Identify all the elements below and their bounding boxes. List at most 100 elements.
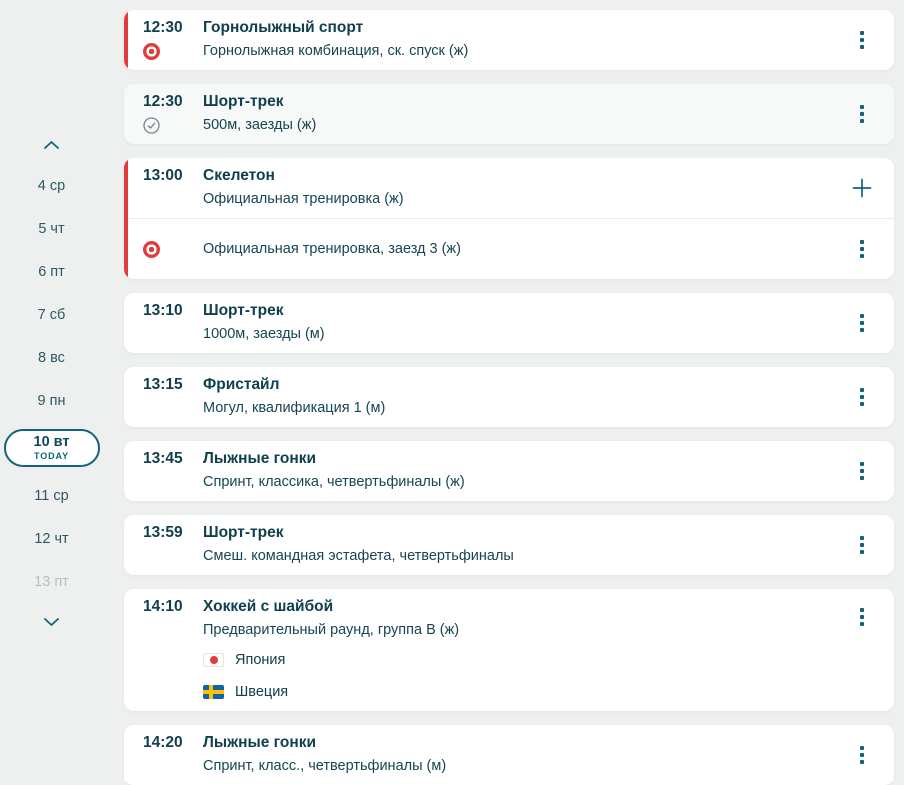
kebab-menu-icon <box>860 311 864 335</box>
event-menu-button[interactable] <box>856 455 868 487</box>
kebab-menu-icon <box>860 385 864 409</box>
event-menu-button[interactable] <box>856 381 868 413</box>
event-card[interactable]: 13:15 Фристайл Могул, квалификация 1 (м) <box>124 367 894 427</box>
team-row: Япония <box>203 650 850 670</box>
day-slot: 8 вс <box>0 336 103 379</box>
card-divider <box>124 218 894 219</box>
event-time: 14:20 <box>143 734 183 751</box>
team-row: Швеция <box>203 682 850 702</box>
day-slot: 11 ср <box>0 474 103 517</box>
day-slot: 4 ср <box>0 164 103 207</box>
live-icon <box>143 43 160 60</box>
event-menu-button[interactable] <box>856 98 868 130</box>
chevron-up-icon <box>44 141 59 149</box>
event-menu-button[interactable] <box>856 233 868 265</box>
event-add-button[interactable] <box>847 173 877 203</box>
event-title: Лыжные гонки <box>203 734 316 751</box>
sidebar-day[interactable]: 11 ср <box>34 487 69 504</box>
next-card-peek[interactable] <box>124 776 894 781</box>
event-content: Горнолыжный спорт Горнолыжная комбинация… <box>203 18 850 61</box>
day-slot: 6 пт <box>0 250 103 293</box>
event-title: Хоккей с шайбой <box>203 598 334 615</box>
sidebar-day[interactable]: 8 вс <box>38 349 65 366</box>
event-card[interactable]: 12:30 Горнолыжный спорт Горнолыжная комб… <box>124 10 894 70</box>
today-date-label: 10 вт <box>33 434 70 450</box>
event-time: 12:30 <box>143 19 183 36</box>
event-content: Шорт-трек 500м, заезды (ж) <box>203 92 850 135</box>
event-subtitle: 1000м, заезды (м) <box>203 326 325 342</box>
event-time-col: 13:00 <box>143 166 203 186</box>
sidebar-day[interactable]: 5 чт <box>38 220 65 237</box>
flag-japan-icon <box>203 653 224 667</box>
event-menu-button[interactable] <box>856 739 868 771</box>
sidebar-day[interactable]: 13 пт <box>34 573 69 590</box>
day-slot: 13 пт <box>0 560 103 603</box>
done-check-icon <box>143 117 160 134</box>
event-main-row: 13:45 Лыжные гонки Спринт, классика, чет… <box>124 441 894 501</box>
event-content: Фристайл Могул, квалификация 1 (м) <box>203 375 850 418</box>
sidebar-day-today[interactable]: 10 вт TODAY <box>3 429 100 467</box>
event-time-col: 12:30 <box>143 92 203 134</box>
event-title: Шорт-трек <box>203 524 284 541</box>
team-name: Япония <box>235 652 286 668</box>
event-subtitle: Спринт, класс., четвертьфиналы (м) <box>203 758 447 774</box>
event-card[interactable]: 12:30 Шорт-трек 500м, заезды (ж) <box>124 84 894 144</box>
event-menu-button[interactable] <box>856 601 868 633</box>
event-time: 13:59 <box>143 524 183 541</box>
event-time-col: 12:30 <box>143 18 203 60</box>
event-content: Хоккей с шайбой Предварительный раунд, г… <box>203 597 850 702</box>
event-main-row: 12:30 Горнолыжный спорт Горнолыжная комб… <box>124 10 894 70</box>
event-time-col: 14:20 <box>143 733 203 753</box>
today-badge: TODAY <box>33 451 69 461</box>
event-main-row: 13:10 Шорт-трек 1000м, заезды (м) <box>124 293 894 353</box>
event-time: 13:00 <box>143 167 183 184</box>
event-title: Шорт-трек <box>203 302 284 319</box>
sidebar-day[interactable]: 6 пт <box>38 263 65 280</box>
event-title: Лыжные гонки <box>203 450 316 467</box>
event-time: 13:15 <box>143 376 183 393</box>
event-content: Лыжные гонки Спринт, класс., четвертьфин… <box>203 733 850 776</box>
day-slot: 7 сб <box>0 293 103 336</box>
event-subtitle: Спринт, классика, четвертьфиналы (ж) <box>203 474 465 490</box>
event-content: Скелетон Официальная тренировка (ж) <box>203 166 850 209</box>
scroll-up-button[interactable] <box>37 138 66 152</box>
event-card[interactable]: 14:20 Лыжные гонки Спринт, класс., четве… <box>124 725 894 785</box>
event-main-row: 13:00 Скелетон Официальная тренировка (ж… <box>124 158 894 218</box>
event-card[interactable]: 13:00 Скелетон Официальная тренировка (ж… <box>124 158 894 279</box>
kebab-menu-icon <box>860 533 864 557</box>
event-subtitle: Горнолыжная комбинация, ск. спуск (ж) <box>203 43 469 59</box>
event-time: 13:45 <box>143 450 183 467</box>
sidebar-day[interactable]: 9 пн <box>37 392 66 409</box>
team-name: Швеция <box>235 684 289 700</box>
event-card[interactable]: 14:10 Хоккей с шайбой Предварительный ра… <box>124 589 894 711</box>
event-content: Шорт-трек Смеш. командная эстафета, четв… <box>203 523 850 566</box>
event-menu-button[interactable] <box>856 24 868 56</box>
day-slot: 9 пн <box>0 379 103 422</box>
chevron-down-icon <box>44 618 59 626</box>
sidebar-day[interactable]: 7 сб <box>37 306 66 323</box>
event-menu-button[interactable] <box>856 307 868 339</box>
event-menu-button[interactable] <box>856 529 868 561</box>
day-slot: 5 чт <box>0 207 103 250</box>
event-main-row: 12:30 Шорт-трек 500м, заезды (ж) <box>124 84 894 144</box>
event-card[interactable]: 13:59 Шорт-трек Смеш. командная эстафета… <box>124 515 894 575</box>
flag-sweden-icon <box>203 685 224 699</box>
event-subrow: Официальная тренировка, заезд 3 (ж) <box>124 219 894 279</box>
event-card[interactable]: 13:10 Шорт-трек 1000м, заезды (м) <box>124 293 894 353</box>
scroll-down-button[interactable] <box>37 615 66 629</box>
subrow-status-col <box>143 240 203 258</box>
kebab-menu-icon <box>860 459 864 483</box>
event-time-col: 14:10 <box>143 597 203 617</box>
event-list: 12:30 Горнолыжный спорт Горнолыжная комб… <box>124 0 894 785</box>
event-title: Горнолыжный спорт <box>203 19 364 36</box>
event-title: Скелетон <box>203 167 275 184</box>
event-card[interactable]: 13:45 Лыжные гонки Спринт, классика, чет… <box>124 441 894 501</box>
subrow-text: Официальная тренировка, заезд 3 (ж) <box>203 241 461 257</box>
sidebar-day[interactable]: 4 ср <box>37 177 66 194</box>
kebab-menu-icon <box>860 605 864 629</box>
kebab-menu-icon <box>860 102 864 126</box>
sidebar-day[interactable]: 12 чт <box>34 530 69 547</box>
day-slot: 10 вт TODAY <box>0 422 103 474</box>
plus-icon <box>852 178 872 197</box>
event-content: Лыжные гонки Спринт, классика, четвертьф… <box>203 449 850 492</box>
